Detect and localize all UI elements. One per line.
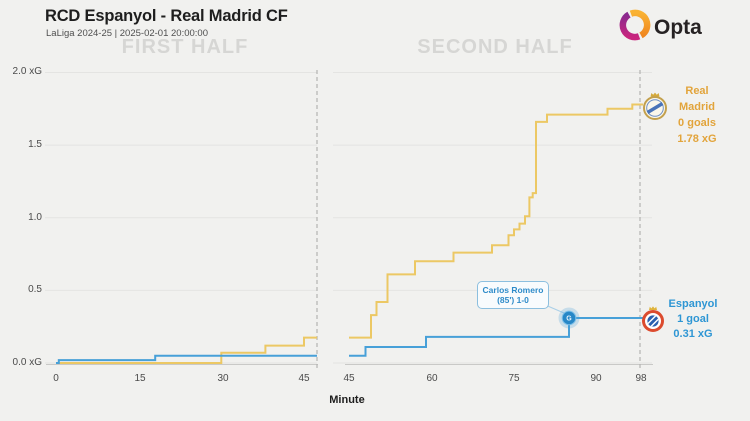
goal-marker xyxy=(561,310,577,326)
goal-marker-glyph: G xyxy=(566,316,572,323)
ytick-0.0: 0.0 xG xyxy=(12,357,42,368)
real-madrid-name: Real Madrid xyxy=(678,85,716,113)
xtick-sh-75: 75 xyxy=(508,373,520,384)
espanyol-name: Espanyol xyxy=(668,298,718,310)
xtick-fh-15: 15 xyxy=(134,373,146,384)
xtick-fh-30: 30 xyxy=(217,373,229,384)
xtick-sh-90: 90 xyxy=(590,373,602,384)
opta-logo: Opta xyxy=(608,5,718,45)
real-madrid-goals: 0 goals xyxy=(678,117,716,129)
espanyol-goals: 1 goal xyxy=(677,313,709,325)
xtick-sh-98: 98 xyxy=(635,373,647,384)
xtick-fh-0: 0 xyxy=(53,373,59,384)
x-axis-label: Minute xyxy=(329,394,365,406)
ytick-2.0: 2.0 xG xyxy=(12,66,42,77)
opta-wordmark: Opta xyxy=(654,16,702,39)
xtick-sh-45: 45 xyxy=(343,373,355,384)
espanyol-crest-icon xyxy=(642,306,664,332)
xtick-fh-45: 45 xyxy=(298,373,310,384)
page-title: RCD Espanyol - Real Madrid CF xyxy=(45,7,288,25)
ytick-0.5: 0.5 xyxy=(28,284,42,295)
real-madrid-crest-icon xyxy=(643,92,667,120)
ytick-1.5: 1.5 xyxy=(28,139,42,150)
series-real-madrid-line xyxy=(56,103,643,364)
espanyol-label: Espanyol 1 goal 0.31 xG xyxy=(662,297,724,342)
espanyol-crest xyxy=(640,304,666,334)
real-madrid-label: Real Madrid 0 goals 1.78 xG xyxy=(666,83,728,147)
goal-scorer: Carlos Romero xyxy=(482,285,544,295)
match-subtitle: LaLiga 2024-25 | 2025-02-01 20:00:00 xyxy=(46,28,208,39)
goal-annotation: Carlos Romero (85') 1-0 xyxy=(477,281,549,309)
real-madrid-crest xyxy=(641,90,669,122)
ytick-1.0: 1.0 xyxy=(28,212,42,223)
goal-minute-score: (85') 1-0 xyxy=(497,295,529,305)
second-half-watermark: SECOND HALF xyxy=(417,36,573,58)
espanyol-xg: 0.31 xG xyxy=(673,328,713,340)
real-madrid-xg: 1.78 xG xyxy=(677,133,717,145)
opta-logo-icon: Opta xyxy=(619,9,702,41)
xtick-sh-60: 60 xyxy=(426,373,438,384)
first-half-watermark: FIRST HALF xyxy=(121,36,249,58)
series-espanyol-line xyxy=(56,317,643,364)
